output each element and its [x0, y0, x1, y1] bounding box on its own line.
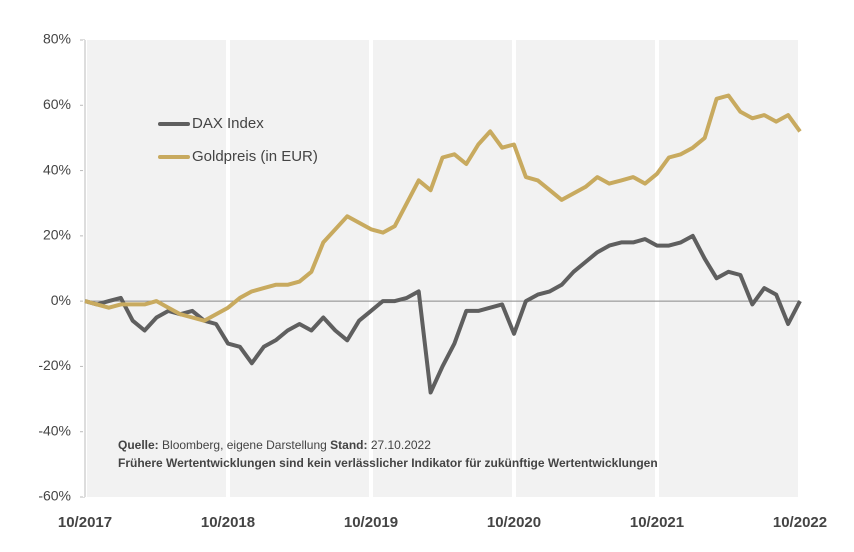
plot-area	[85, 40, 800, 497]
legend-label: DAX Index	[192, 115, 264, 132]
series-line	[84, 93, 802, 323]
y-tick-label: -20%	[38, 357, 71, 373]
stand: 27.10.2022	[371, 438, 431, 452]
y-tick-label: 0%	[51, 292, 71, 308]
disclaimer: Frühere Wertentwicklungen sind kein verl…	[118, 456, 658, 470]
x-tick-label: 10/2018	[201, 514, 255, 531]
y-tick-label: -40%	[38, 422, 71, 438]
x-tick-label: 10/2022	[773, 514, 827, 531]
stand-label: Stand:	[330, 438, 367, 452]
y-tick-label: 60%	[43, 96, 71, 112]
source-note: Quelle: Bloomberg, eigene Darstellung St…	[118, 438, 431, 452]
x-tick-label: 10/2019	[344, 514, 398, 531]
y-tick-label: 80%	[43, 31, 71, 47]
y-tick-label: 20%	[43, 227, 71, 243]
x-tick-label: 10/2021	[630, 514, 684, 531]
y-tick-label: -60%	[38, 488, 71, 504]
x-tick-label: 10/2017	[58, 514, 112, 531]
legend-label: Goldpreis (in EUR)	[192, 148, 318, 165]
source: Bloomberg, eigene Darstellung	[162, 438, 327, 452]
x-tick-label: 10/2020	[487, 514, 541, 531]
y-tick-label: 40%	[43, 161, 71, 177]
source-label: Quelle:	[118, 438, 159, 452]
